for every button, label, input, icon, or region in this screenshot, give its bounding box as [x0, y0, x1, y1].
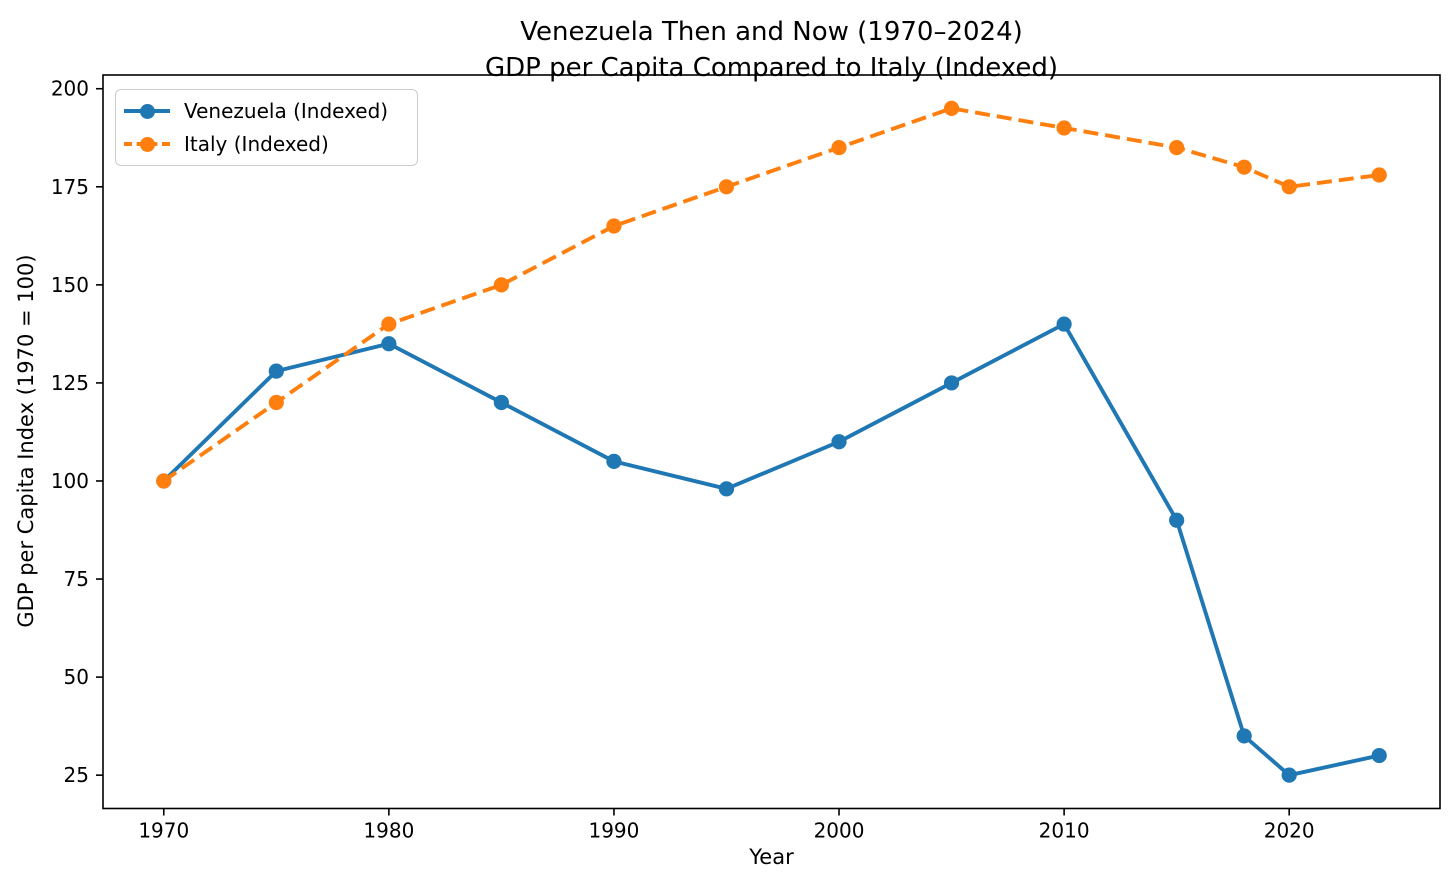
italy-indexed-data-point	[381, 316, 397, 332]
venezuela-indexed-data-point	[1281, 767, 1297, 783]
legend-sample-venezuela	[124, 99, 170, 123]
y-tick-label: 200	[51, 77, 89, 101]
venezuela-indexed-data-point	[1371, 747, 1387, 764]
x-tick-label: 2020	[1264, 819, 1315, 843]
y-axis-label: GDP per Capita Index (1970 = 100)	[14, 254, 38, 628]
x-tick-label: 2000	[814, 819, 865, 843]
legend-label-venezuela: Venezuela (Indexed)	[184, 99, 389, 123]
venezuela-indexed-data-point	[1236, 728, 1252, 744]
venezuela-indexed-data-point	[718, 481, 735, 497]
chart-title-line1: Venezuela Then and Now (1970–2024)	[520, 17, 1023, 47]
y-tick-label: 100	[51, 469, 89, 493]
italy-indexed-data-point	[1056, 120, 1072, 136]
venezuela-indexed-data-point	[606, 453, 622, 469]
y-tick-label: 125	[51, 371, 89, 395]
legend-item-italy: Italy (Indexed)	[124, 132, 403, 156]
italy-indexed-data-point	[718, 179, 735, 195]
x-tick-label: 1990	[588, 819, 639, 843]
italy-indexed-data-point	[268, 394, 284, 411]
y-tick-label: 150	[51, 273, 89, 297]
x-tick-label: 2010	[1039, 819, 1090, 843]
legend-label-italy: Italy (Indexed)	[184, 132, 329, 156]
legend: Venezuela (Indexed) Italy (Indexed)	[115, 89, 418, 166]
venezuela-indexed-data-point	[831, 434, 847, 450]
x-axis-label: Year	[749, 845, 794, 869]
axes-frame	[102, 74, 1441, 810]
italy-indexed-data-point	[156, 473, 172, 489]
venezuela-indexed-data-point	[943, 375, 960, 391]
legend-circle-marker-icon	[139, 136, 155, 152]
legend-circle-marker-icon	[139, 103, 155, 119]
italy-indexed-data-point	[1371, 167, 1387, 183]
y-tick-label: 50	[64, 665, 89, 689]
chart-title-line2: GDP per Capita Compared to Italy (Indexe…	[484, 53, 1059, 83]
italy-indexed-data-point	[943, 100, 960, 116]
y-tick-label: 175	[51, 175, 89, 199]
italy-indexed-data-point	[1236, 159, 1252, 175]
legend-item-venezuela: Venezuela (Indexed)	[124, 99, 403, 123]
venezuela-indexed-data-point	[493, 394, 509, 411]
venezuela-indexed-data-point	[268, 363, 284, 379]
venezuela-indexed-data-point	[1169, 512, 1185, 528]
italy-indexed-data-point	[493, 277, 509, 293]
italy-indexed-data-point	[1281, 179, 1297, 195]
italy-indexed-data-point	[1169, 139, 1185, 156]
venezuela-indexed-data-point	[1056, 316, 1072, 332]
chart-title: Venezuela Then and Now (1970–2024) GDP p…	[103, 14, 1440, 86]
x-tick-label: 1970	[138, 819, 189, 843]
venezuela-indexed-data-point	[381, 336, 397, 352]
legend-sample-italy	[124, 132, 170, 156]
y-tick-label: 25	[64, 763, 89, 787]
venezuela-indexed-line	[162, 322, 1380, 778]
x-tick-label: 1980	[363, 819, 414, 843]
italy-indexed-data-point	[831, 139, 847, 156]
y-tick-label: 75	[64, 567, 89, 591]
italy-indexed-data-point	[606, 218, 622, 234]
